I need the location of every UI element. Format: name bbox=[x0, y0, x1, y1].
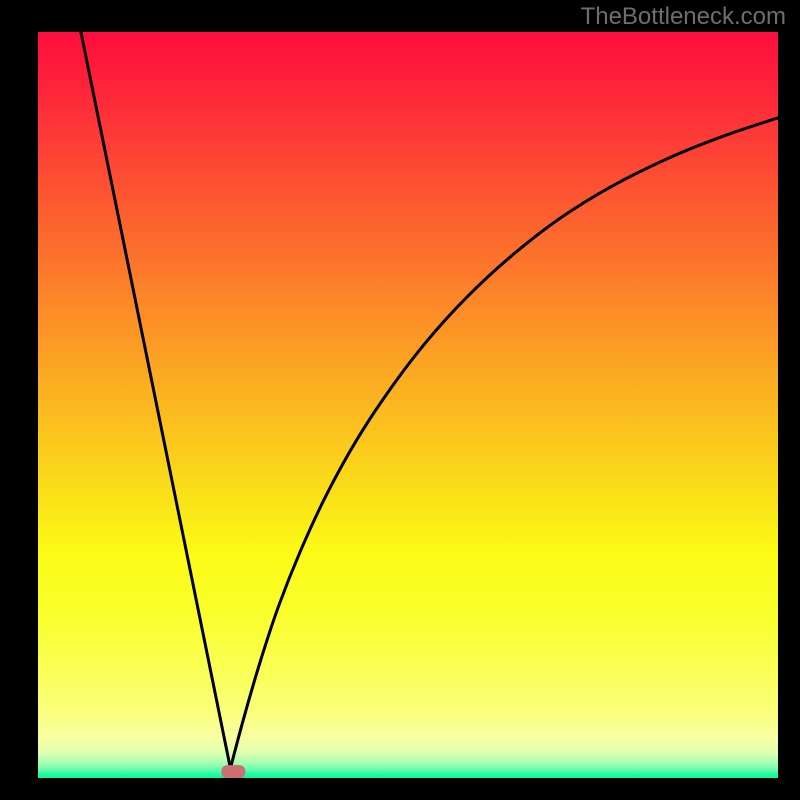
bottleneck-curve bbox=[81, 32, 778, 768]
curve-layer bbox=[38, 32, 778, 778]
plot-area bbox=[38, 32, 778, 778]
chart-container: TheBottleneck.com bbox=[0, 0, 800, 800]
optimum-marker bbox=[221, 765, 245, 778]
watermark-text: TheBottleneck.com bbox=[581, 3, 786, 31]
